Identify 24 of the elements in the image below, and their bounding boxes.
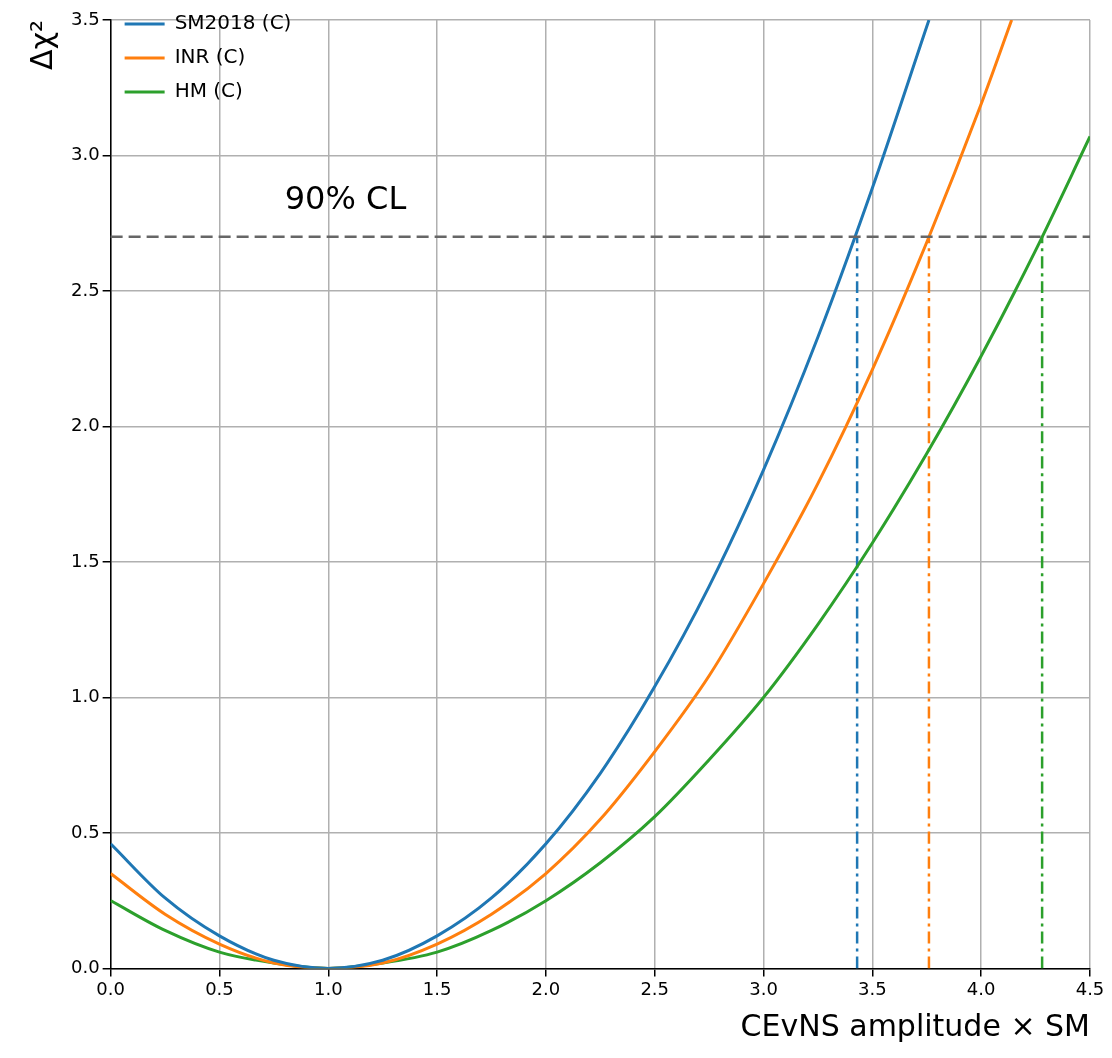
x-tick-label: 2.5 [640, 977, 670, 999]
y-tick-label: 1.0 [70, 685, 100, 707]
y-tick-label: 2.0 [70, 414, 100, 436]
y-tick-label: 3.5 [70, 7, 100, 29]
y-tick-label: 0.5 [70, 820, 100, 842]
x-tick-label: 4.0 [966, 977, 996, 999]
x-tick-label: 4.5 [1075, 977, 1105, 999]
x-axis-title: CEvNS amplitude × SM [740, 1007, 1090, 1043]
y-axis-title: Δχ² [23, 20, 59, 70]
x-tick-label: 0.0 [96, 977, 125, 999]
y-tick-label: 1.5 [70, 549, 100, 571]
x-tick-label: 3.5 [858, 977, 887, 999]
x-tick-label: 1.0 [313, 977, 343, 999]
legend-label: HM (C) [174, 78, 243, 103]
ref-line-label: 90% CL [284, 179, 407, 218]
x-tick-label: 1.5 [422, 977, 452, 999]
x-tick-label: 3.0 [749, 977, 778, 999]
y-tick-label: 2.5 [70, 278, 100, 300]
x-tick-label: 0.5 [205, 977, 234, 999]
legend-label: SM2018 (C) [174, 10, 292, 35]
x-tick-label: 2.0 [531, 977, 561, 999]
y-tick-label: 3.0 [70, 143, 100, 165]
legend-label: INR (C) [174, 44, 246, 69]
y-tick-label: 0.0 [70, 956, 100, 978]
